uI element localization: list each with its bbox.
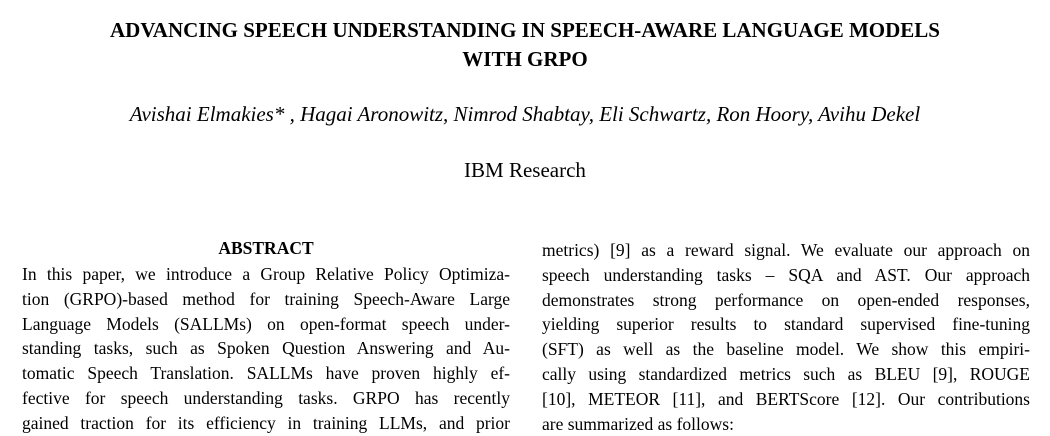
abstract-line: standing tasks, such as Spoken Question … [22, 338, 510, 359]
body-line: yielding superior results to standard su… [542, 314, 1030, 335]
author-list: Avishai Elmakies* , Hagai Aronowitz, Nim… [129, 102, 921, 126]
abstract-line: Language Models (SALLMs) on open-format … [22, 313, 510, 334]
abstract-line: fective for speech understanding tasks. … [22, 387, 510, 408]
paper-title: ADVANCING SPEECH UNDERSTANDING IN SPEECH… [0, 16, 1050, 74]
body-line: cally using standardized metrics such as… [542, 363, 1030, 384]
affiliation: IBM Research [464, 158, 586, 182]
body-line: demonstrates strong performance on open-… [542, 289, 1030, 310]
abstract-heading: ABSTRACT [218, 238, 314, 258]
abstract-line: gained traction for its efficiency in tr… [22, 412, 510, 433]
body-line: metrics) [9] as a reward signal. We eval… [542, 240, 1030, 260]
body-line: speech understanding tasks – SQA and AST… [542, 264, 1030, 285]
title-line-1: ADVANCING SPEECH UNDERSTANDING IN SPEECH… [109, 18, 940, 42]
body-line: [10], METEOR [11], and BERTScore [12]. O… [542, 388, 1030, 409]
abstract-line: tion (GRPO)-based method for training Sp… [22, 288, 510, 309]
body-line: are summarized as follows: [542, 413, 734, 434]
body-line: (SFT) as well as the baseline model. We … [542, 339, 1030, 360]
abstract-line: tomatic Speech Translation. SALLMs have … [22, 363, 510, 384]
left-column: ABSTRACT In this paper, we introduce a G… [22, 236, 510, 436]
abstract-line: In this paper, we introduce a Group Rela… [22, 264, 510, 284]
right-column: metrics) [9] as a reward signal. We eval… [542, 238, 1030, 436]
title-line-2: WITH GRPO [462, 47, 588, 71]
